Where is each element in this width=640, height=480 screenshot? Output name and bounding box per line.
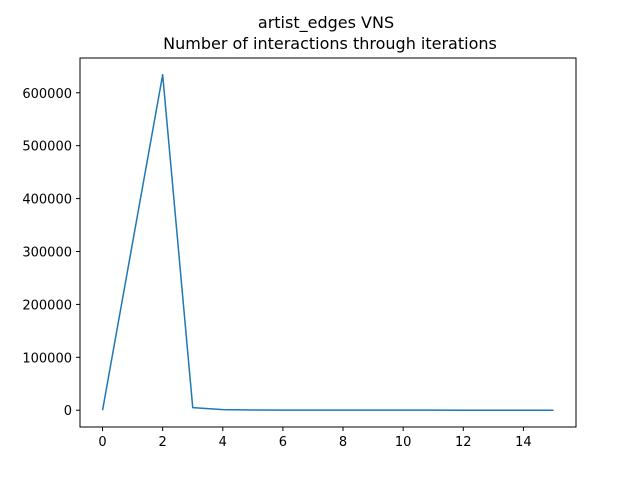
x-tick-label: 4 <box>219 435 227 450</box>
x-tick-label: 8 <box>339 435 347 450</box>
x-tick-label: 2 <box>159 435 167 450</box>
x-tick-label: 14 <box>515 435 532 450</box>
y-tick-label: 500000 <box>22 140 72 155</box>
chart-subtitle: Number of interactions through iteration… <box>163 34 497 53</box>
x-tick-label: 10 <box>395 435 412 450</box>
y-tick-label: 300000 <box>22 245 72 260</box>
x-tick-label: 12 <box>455 435 472 450</box>
chart-title: artist_edges VNS <box>258 13 394 33</box>
x-tick-label: 0 <box>98 435 106 450</box>
plot-area: 0 2 4 6 8 10 12 14 0 100000 200000 300000 400000 5000… <box>22 57 577 450</box>
series-line <box>101 74 554 411</box>
y-tick-label: 400000 <box>22 193 72 208</box>
y-tick-label: 100000 <box>22 351 72 366</box>
axes-frame <box>79 57 577 428</box>
y-tick-label: 600000 <box>22 87 72 102</box>
x-tick-label: 6 <box>279 435 287 450</box>
y-tick-label: 200000 <box>22 298 72 313</box>
y-tick-label: 0 <box>64 404 72 419</box>
